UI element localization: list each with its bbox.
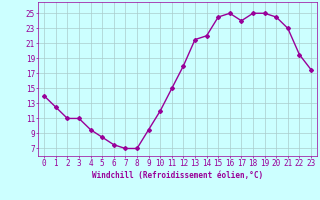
X-axis label: Windchill (Refroidissement éolien,°C): Windchill (Refroidissement éolien,°C) — [92, 171, 263, 180]
